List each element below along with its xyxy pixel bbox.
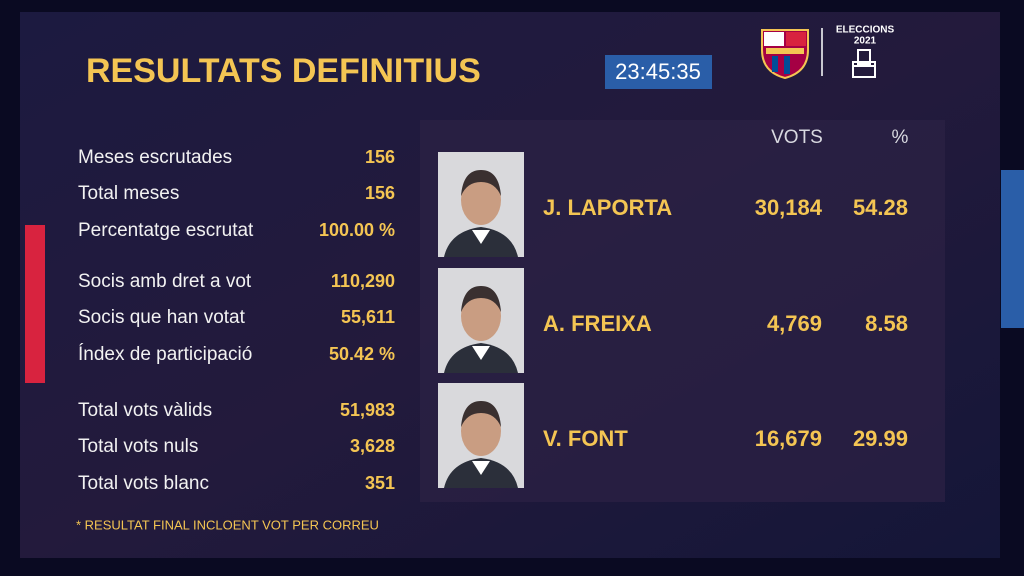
- stat-label: Total vots nuls: [78, 436, 198, 457]
- title: RESULTATS DEFINITIUS: [86, 52, 481, 90]
- stat-label: Índex de participació: [78, 344, 252, 365]
- stat-value: 3,628: [350, 436, 395, 456]
- red-accent: [25, 225, 45, 383]
- blue-accent: [1001, 170, 1024, 328]
- logo-line1: ELECCIONS: [836, 25, 895, 36]
- stat-value: 110,290: [331, 271, 395, 291]
- photo-head: [461, 406, 501, 456]
- column-header: %: [892, 127, 909, 148]
- stat-value: 351: [365, 473, 395, 493]
- photo-collar: [472, 461, 490, 475]
- clock-box: [605, 55, 712, 89]
- stat-label: Total vots blanc: [78, 473, 209, 494]
- candidate-photo: [438, 383, 524, 488]
- candidate-votes: 30,184: [755, 195, 823, 220]
- stat-value: 100.00 %: [319, 220, 395, 240]
- candidate-name: J. LAPORTA: [543, 195, 672, 220]
- candidate-percent: 29.99: [853, 426, 908, 451]
- stat-value: 156: [365, 183, 395, 203]
- candidate-name: V. FONT: [543, 426, 628, 451]
- column-header: VOTS: [771, 127, 823, 148]
- photo-collar: [472, 346, 490, 360]
- stat-value: 50.42 %: [329, 344, 395, 364]
- stat-label: Socis que han votat: [78, 307, 246, 328]
- stat-value: 55,611: [341, 307, 395, 327]
- photo-hair: [461, 401, 501, 427]
- photo-hair: [461, 286, 501, 312]
- candidate-name: A. FREIXA: [543, 311, 652, 336]
- stat-label: Total meses: [78, 183, 179, 204]
- stat-value: 156: [365, 147, 395, 167]
- candidate-votes: 16,679: [755, 426, 822, 451]
- candidate-votes: 4,769: [767, 311, 822, 336]
- candidate-percent: 54.28: [853, 195, 908, 220]
- photo-head: [461, 291, 501, 341]
- club-crest: [761, 29, 809, 80]
- stat-label: Total vots vàlids: [78, 400, 212, 421]
- stat-label: Socis amb dret a vot: [78, 271, 252, 292]
- stat-value: 51,983: [340, 400, 395, 420]
- candidate-photo: [438, 268, 524, 373]
- photo-collar: [472, 230, 490, 244]
- candidate-percent: 8.58: [865, 311, 908, 336]
- footnote: * RESULTAT FINAL INCLOENT VOT PER CORREU: [76, 517, 379, 532]
- photo-hair: [461, 170, 501, 196]
- stat-label: Percentatge escrutat: [78, 220, 254, 241]
- clock: 23:45:35: [615, 59, 701, 84]
- candidate-photo: [438, 152, 524, 257]
- ballot-icon: [852, 49, 876, 78]
- stat-label: Meses escrutades: [78, 147, 232, 168]
- photo-head: [461, 175, 501, 225]
- logo-line2: 2021: [854, 36, 877, 47]
